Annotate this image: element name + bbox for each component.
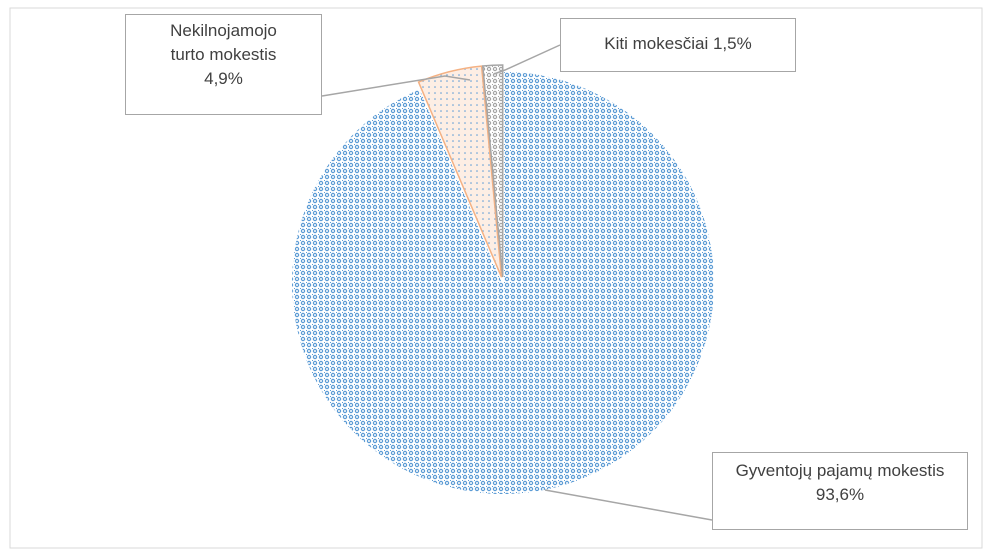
data-label: Gyventojų pajamų mokestis 93,6% xyxy=(712,452,968,530)
label-name: Gyventojų pajamų mokestis xyxy=(735,461,945,480)
data-label: Kiti mokesčiai 1,5% xyxy=(560,18,796,72)
leader-line xyxy=(544,489,713,521)
label-value: 4,9% xyxy=(204,69,243,88)
chart-frame xyxy=(9,7,983,549)
data-label: Nekilnojamojo turto mokestis 4,9% xyxy=(125,14,322,115)
label-value: 93,6% xyxy=(815,485,865,504)
leader-line xyxy=(493,44,561,75)
leader-line xyxy=(321,75,471,97)
pie-slice xyxy=(481,64,504,278)
label-name: Kiti mokesčiai xyxy=(604,34,709,53)
pie-slice xyxy=(417,65,503,278)
label-value: 1,5% xyxy=(712,34,752,53)
label-name: Nekilnojamojo turto mokestis xyxy=(170,21,277,64)
